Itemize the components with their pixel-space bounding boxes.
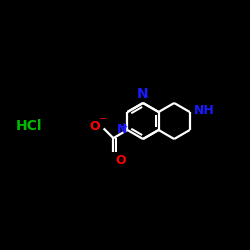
- Text: +: +: [120, 122, 128, 132]
- Text: −: −: [99, 114, 107, 124]
- Text: N: N: [116, 123, 127, 136]
- Text: O: O: [116, 154, 126, 167]
- Text: O: O: [90, 120, 100, 134]
- Text: NH: NH: [194, 104, 215, 118]
- Text: N: N: [137, 87, 149, 101]
- Text: HCl: HCl: [16, 119, 42, 133]
